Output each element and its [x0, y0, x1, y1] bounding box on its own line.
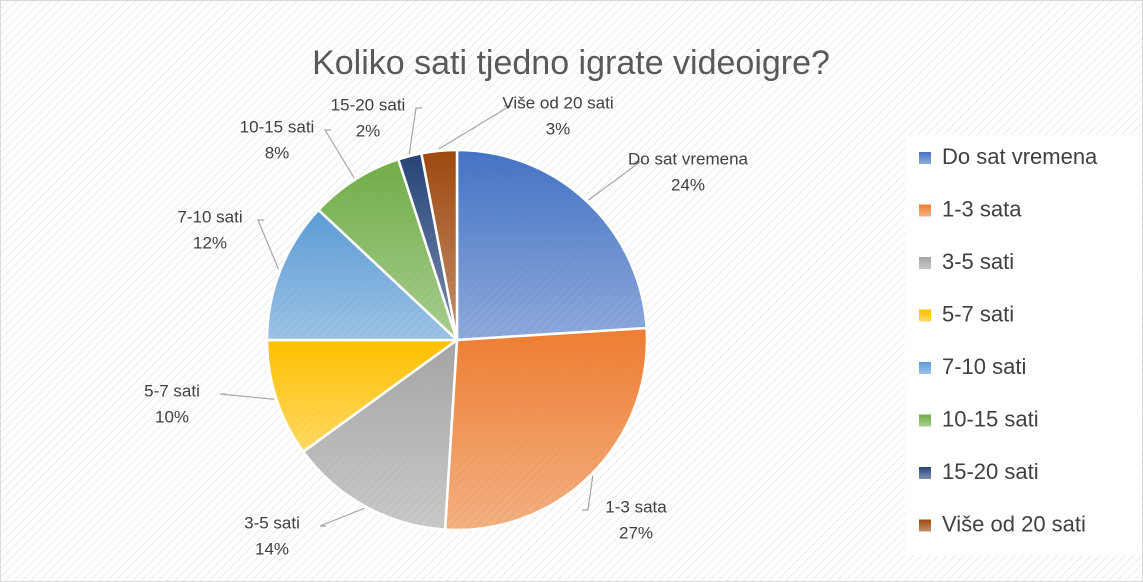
pie-slice [265, 208, 461, 342]
data-label-value: 14% [255, 539, 289, 558]
leader-line [219, 393, 275, 400]
data-label-value: 27% [619, 523, 653, 542]
legend-swatch [919, 152, 931, 164]
pie-slice [455, 148, 648, 342]
legend-label: 10-15 sati [942, 406, 1039, 431]
legend-swatch [919, 204, 931, 217]
data-label-value: 24% [671, 175, 705, 194]
data-label-value: 2% [356, 121, 381, 140]
data-label-category: 5-7 sati [144, 381, 200, 400]
data-label-category: 1-3 sata [605, 497, 667, 516]
legend-label: Do sat vremena [942, 144, 1098, 169]
data-label-value: 12% [193, 233, 227, 252]
legend-label: 3-5 sati [942, 249, 1014, 274]
leader-line [588, 161, 642, 201]
data-label-value: 10% [155, 407, 189, 426]
pie-slice [316, 157, 459, 341]
data-label-value: 3% [546, 119, 571, 138]
legend-label: Više od 20 sati [942, 511, 1086, 536]
data-label-category: Više od 20 sati [502, 93, 613, 112]
legend-label: 7-10 sati [942, 354, 1026, 379]
leader-line [323, 129, 355, 179]
pie-slice [301, 337, 459, 531]
leader-line [408, 107, 422, 155]
pie-slice [443, 326, 649, 532]
leader-line [438, 105, 513, 150]
leader-line [257, 219, 280, 270]
legend-swatch [919, 467, 931, 479]
leader-line [319, 507, 365, 527]
chart-title: Koliko sati tjedno igrate videoigre? [312, 44, 830, 82]
legend-swatch [919, 257, 931, 269]
pie-slice [419, 148, 459, 341]
legend-swatch [919, 362, 931, 374]
legend-swatch [919, 414, 931, 427]
pie-slice [265, 338, 461, 454]
legend-swatch [919, 309, 931, 322]
data-label-category: 3-5 sati [244, 513, 300, 532]
data-label-value: 8% [265, 143, 290, 162]
data-label-category: 10-15 sati [240, 117, 315, 136]
data-label-category: 7-10 sati [177, 207, 242, 226]
legend-label: 1-3 sata [942, 196, 1022, 221]
leader-line [582, 475, 594, 511]
legend-swatch [919, 519, 931, 532]
legend-box [905, 135, 1141, 555]
legend-label: 15-20 sati [942, 459, 1039, 484]
data-label-category: Do sat vremena [628, 149, 749, 168]
data-label-category: 15-20 sati [331, 95, 406, 114]
legend-label: 5-7 sati [942, 301, 1014, 326]
